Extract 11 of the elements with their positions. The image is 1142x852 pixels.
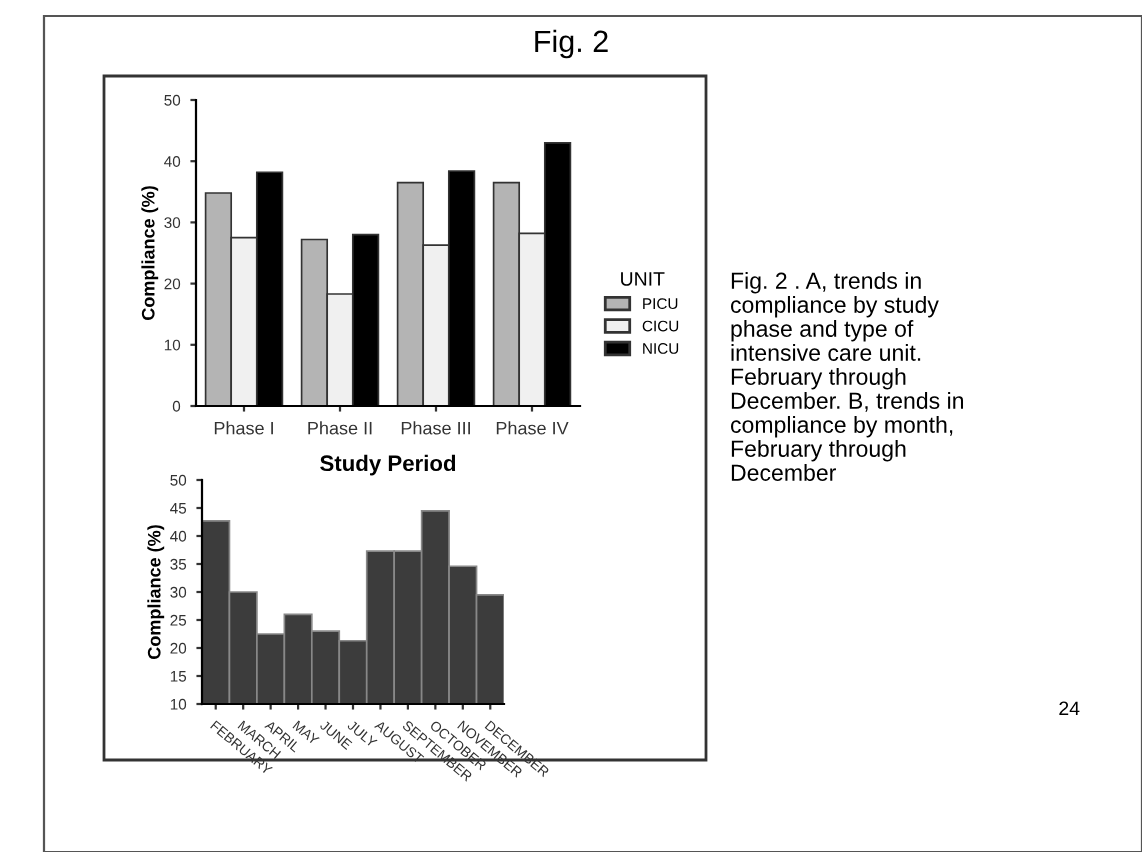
x-tick-label: Phase I [214, 421, 273, 435]
legend-title: UNIT [621, 272, 665, 286]
y-axis-title: Compliance (%) [141, 186, 159, 320]
text: Fig. 2 . A, trends in compliance by study phase and type of intensive care unit. February through December. B, trends in compliance by month, February through December [730, 272, 964, 481]
x-tick-label: Phase III [401, 421, 470, 435]
chart-title: Fig. 2 [535, 29, 608, 59]
text: 24 [1059, 701, 1080, 716]
x-tick-label: Phase II [308, 421, 372, 435]
x-axis-title: Study Period [320, 454, 456, 476]
y-axis-title: Compliance (%) [147, 525, 165, 659]
x-tick-label: Phase IV [496, 421, 569, 435]
